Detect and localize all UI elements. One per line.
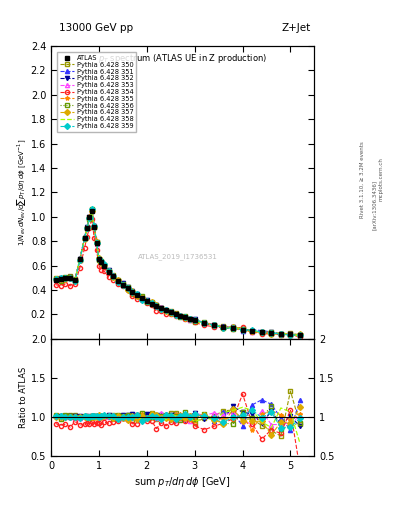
Y-axis label: $1/N_{ev}\,dN_{ev}/d\!\sum p_T/d\eta\,d\phi\;[\mathrm{GeV}^{-1}]$: $1/N_{ev}\,dN_{ev}/d\!\sum p_T/d\eta\,d\… <box>15 139 28 246</box>
Text: mcplots.cern.ch: mcplots.cern.ch <box>378 157 383 201</box>
Legend: ATLAS, Pythia 6.428 350, Pythia 6.428 351, Pythia 6.428 352, Pythia 6.428 353, P: ATLAS, Pythia 6.428 350, Pythia 6.428 35… <box>57 52 136 132</box>
Text: $p_T$ spectrum (ATLAS UE in Z production): $p_T$ spectrum (ATLAS UE in Z production… <box>98 52 267 65</box>
Text: [arXiv:1306.3436]: [arXiv:1306.3436] <box>371 180 376 230</box>
Text: ATLAS_2019_I1736531: ATLAS_2019_I1736531 <box>138 253 217 260</box>
Y-axis label: Ratio to ATLAS: Ratio to ATLAS <box>19 367 28 428</box>
Text: 13000 GeV pp: 13000 GeV pp <box>59 23 133 33</box>
Text: Rivet 3.1.10, ≥ 3.2M events: Rivet 3.1.10, ≥ 3.2M events <box>360 141 365 218</box>
Text: Z+Jet: Z+Jet <box>281 23 310 33</box>
X-axis label: sum $p_T/d\eta\,d\phi$ [GeV]: sum $p_T/d\eta\,d\phi$ [GeV] <box>134 475 231 489</box>
